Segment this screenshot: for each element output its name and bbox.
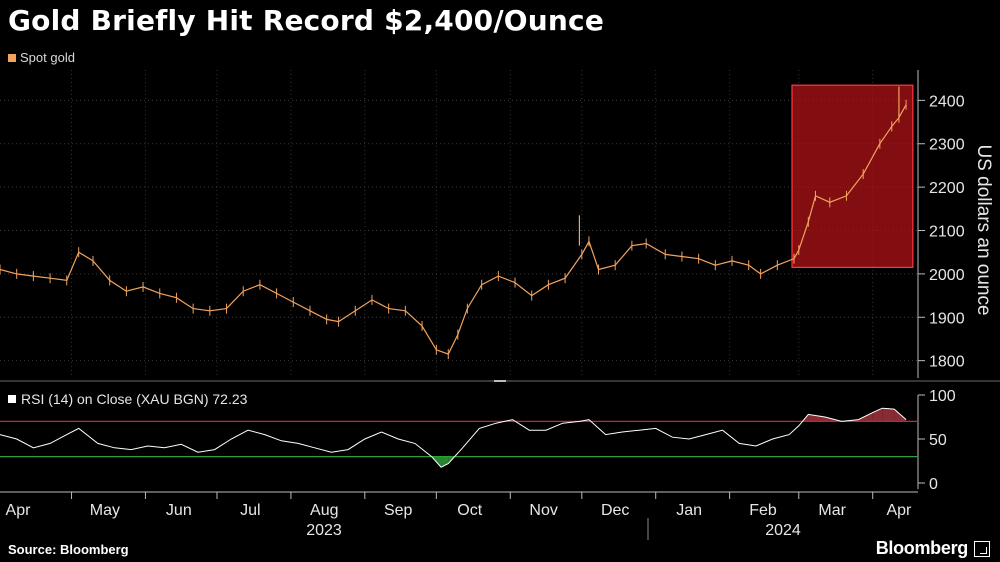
- rsi-y-tick-label: 0: [929, 476, 938, 493]
- x-month-label: Jun: [166, 502, 192, 519]
- x-year-label: 2024: [765, 522, 801, 539]
- x-month-label: May: [90, 502, 120, 519]
- x-month-label: Nov: [529, 502, 557, 519]
- price-y-tick-label: 2000: [929, 267, 965, 284]
- legend-swatch: [8, 53, 16, 62]
- price-y-tick-label: 2100: [929, 224, 965, 241]
- price-y-tick-label: 2300: [929, 137, 965, 154]
- record-highlight-box: [791, 84, 914, 268]
- rsi-overbought-fill: [808, 414, 826, 422]
- x-year-label: 2023: [306, 522, 342, 539]
- legend: Spot gold: [8, 50, 75, 65]
- x-month-label: Apr: [886, 502, 912, 519]
- brand-logo: Bloomberg: [876, 538, 990, 559]
- x-month-label: Jul: [240, 502, 260, 519]
- price-y-tick-label: 1900: [929, 310, 965, 327]
- price-y-tick-label: 1800: [929, 354, 965, 371]
- x-month-label: Apr: [6, 502, 32, 519]
- price-y-tick-label: 2200: [929, 180, 965, 197]
- x-month-label: Aug: [310, 502, 338, 519]
- price-y-axis-label: US dollars an ounce: [973, 144, 994, 315]
- rsi-overbought-fill: [872, 408, 883, 422]
- rsi-y-tick-label: 100: [929, 388, 956, 405]
- legend-label: Spot gold: [20, 50, 75, 65]
- x-month-label: Jan: [676, 502, 702, 519]
- x-month-label: Oct: [457, 502, 482, 519]
- source-note: Source: Bloomberg: [8, 542, 129, 557]
- rsi-overbought-fill: [882, 408, 895, 422]
- brand-square-icon: [974, 540, 990, 557]
- x-month-label: Feb: [749, 502, 777, 519]
- rsi-line: [0, 407, 907, 468]
- x-month-label: Sep: [384, 502, 413, 519]
- brand-name: Bloomberg: [875, 538, 969, 558]
- rsi-legend-label: RSI (14) on Close (XAU BGN) 72.23: [21, 391, 248, 407]
- spot-gold-line: [0, 104, 907, 355]
- rsi-y-tick-label: 50: [929, 432, 947, 449]
- chart-title: Gold Briefly Hit Record $2,400/Ounce: [8, 4, 605, 37]
- price-y-tick-label: 2400: [929, 93, 965, 110]
- rsi-legend-swatch: [8, 395, 16, 403]
- x-month-label: Mar: [818, 502, 846, 519]
- x-month-label: Dec: [601, 502, 629, 519]
